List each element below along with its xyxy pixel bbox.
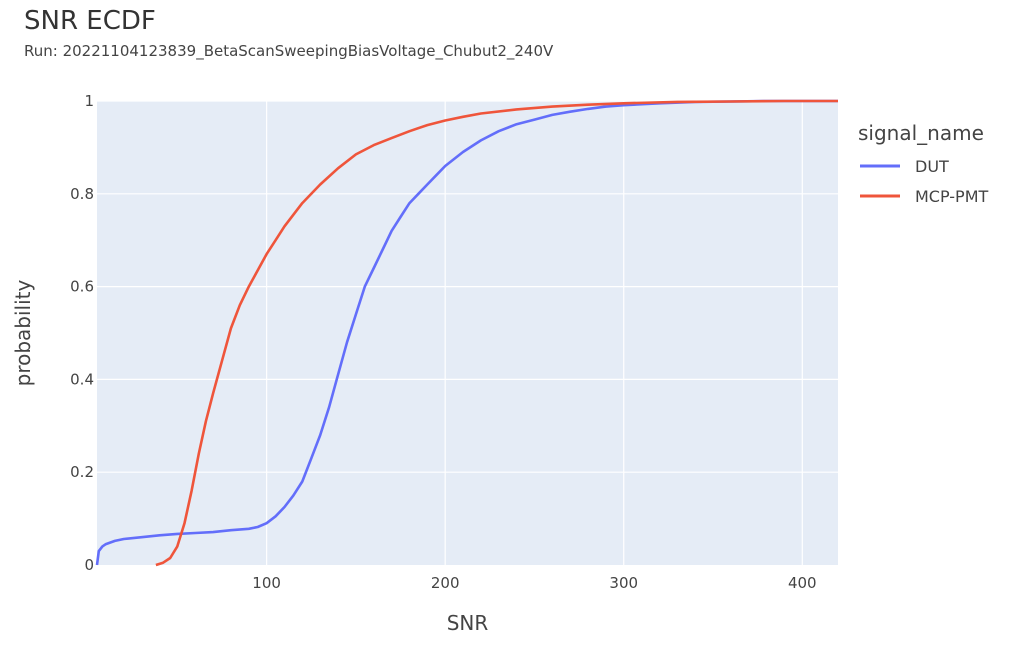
x-tick-label: 100 (252, 574, 281, 592)
y-tick-label: 0.2 (70, 463, 94, 481)
y-axis-title: probability (11, 279, 35, 386)
y-tick-label: 1 (84, 92, 94, 110)
y-tick-label: 0.6 (70, 278, 94, 296)
chart-title: SNR ECDF (24, 6, 156, 36)
legend-title: signal_name (858, 121, 984, 145)
series-layer (95, 99, 838, 567)
x-tick-label: 400 (788, 574, 817, 592)
legend-label[interactable]: DUT (915, 157, 949, 176)
x-tick-label: 200 (431, 574, 460, 592)
axes: 100 200 300 400 0 0.2 0.4 0.6 0.8 1 (70, 92, 816, 592)
y-tick-label: 0.4 (70, 370, 94, 388)
series-line-dut[interactable] (95, 99, 838, 566)
plot-area (97, 101, 838, 565)
legend-label[interactable]: MCP-PMT (915, 187, 989, 206)
x-axis-title: SNR (447, 611, 489, 635)
chart-subtitle: Run: 20221104123839_BetaScanSweepingBias… (24, 42, 554, 60)
x-tick-label: 300 (609, 574, 638, 592)
y-tick-label: 0.8 (70, 185, 94, 203)
y-tick-label: 0 (84, 556, 94, 574)
series-line-mcp-pmt[interactable] (155, 99, 838, 567)
legend[interactable]: signal_name DUT MCP-PMT (858, 121, 989, 206)
